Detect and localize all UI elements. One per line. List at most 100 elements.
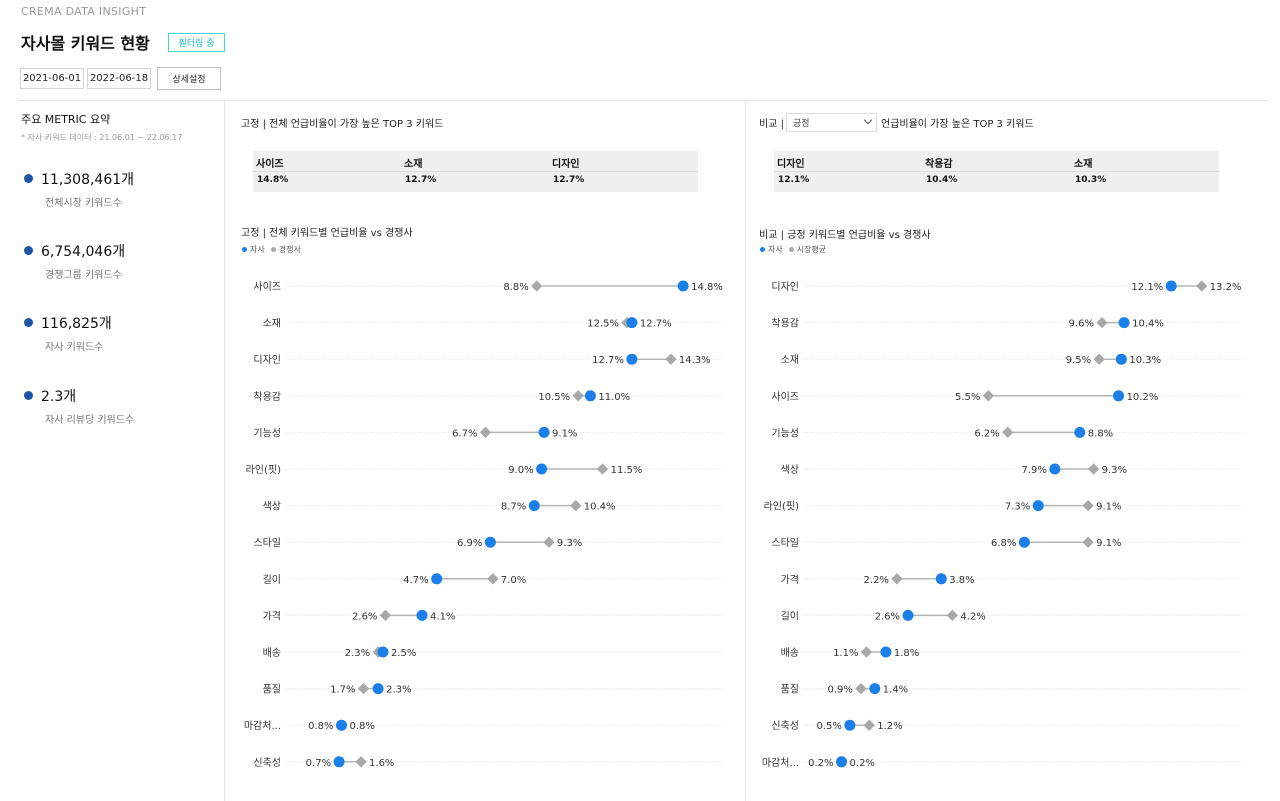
detail-settings-button[interactable]: 상세설정 <box>157 67 221 90</box>
left-chart-title: 고정 | 전체 키워드별 언급비율 vs 경쟁사 <box>241 228 413 239</box>
top3-percent: 12.7% <box>553 175 585 185</box>
value-label: 8.8% <box>503 282 528 293</box>
competitor-point <box>543 536 555 548</box>
competitor-point <box>570 499 582 512</box>
value-label: 2.6% <box>875 611 900 622</box>
top3-percent: 12.1% <box>778 175 810 185</box>
competitor-point <box>1082 499 1094 512</box>
filter-status-button[interactable]: 필터링 중 <box>168 33 225 52</box>
competitor-point <box>1087 463 1100 475</box>
competitor-point <box>1093 353 1105 365</box>
ours-point <box>536 463 548 475</box>
ours-point <box>333 756 345 768</box>
date-start-input[interactable]: 2021-06-01 <box>20 68 84 89</box>
legend-swatch-competitor <box>270 247 276 252</box>
ours-point <box>1165 280 1177 292</box>
competitor-point <box>891 573 903 585</box>
ours-point <box>1032 500 1044 512</box>
category-label: 소재 <box>781 354 799 366</box>
competitor-point <box>357 682 370 695</box>
category-label: 마감처... <box>762 757 799 769</box>
value-label: 1.8% <box>894 648 919 659</box>
value-label: 4.2% <box>960 611 985 622</box>
value-label: 11.5% <box>611 465 643 476</box>
competitor-point <box>1002 426 1014 439</box>
legend-label-ours: 자사 <box>768 245 783 254</box>
value-label: 0.8% <box>308 721 333 732</box>
metric-bullet <box>24 391 33 400</box>
right-top3-title: 언급비율이 가장 높은 TOP 3 키워드 <box>881 119 1034 130</box>
left-chart-legend: 자사 경쟁사 <box>242 244 301 255</box>
metric-summary-subtitle: * 자사 키워드 데이터 : 21.06.01 ~ 22.06.17 <box>21 133 183 142</box>
value-label: 6.7% <box>452 428 477 439</box>
metric-bullet <box>24 174 33 183</box>
value-label: 0.7% <box>306 758 331 769</box>
top3-percent: 10.3% <box>1075 175 1107 185</box>
value-label: 10.4% <box>584 502 616 513</box>
value-label: 9.5% <box>1066 355 1091 366</box>
right-dumbbell-chart: 디자인 12.1% 13.2% 착용감 9.6% 10.4% 소재 9.5% 10.3% 사이즈 5… <box>762 280 1244 769</box>
category-label: 배송 <box>263 647 281 659</box>
metric-label: 자사 키워드수 <box>45 342 104 353</box>
top3-percent: 12.7% <box>405 175 437 185</box>
metric-label: 전체시장 키워드수 <box>45 198 122 209</box>
top3-keyword: 소재 <box>1074 159 1093 170</box>
category-label: 소재 <box>263 318 281 330</box>
category-label: 색상 <box>263 501 281 513</box>
value-label: 1.2% <box>877 721 902 732</box>
value-label: 13.2% <box>1210 282 1242 293</box>
legend-swatch-ours <box>760 247 765 252</box>
date-end-input[interactable]: 2022-06-18 <box>87 68 151 89</box>
legend-label-competitor: 경쟁사 <box>278 245 301 254</box>
category-label: 디자인 <box>253 354 281 366</box>
top3-percent: 10.4% <box>926 175 958 185</box>
value-label: 10.4% <box>1132 319 1164 330</box>
category-label: 마감처... <box>244 720 281 732</box>
ours-point <box>626 353 638 365</box>
ours-point <box>484 536 496 548</box>
value-label: 10.2% <box>1127 392 1159 403</box>
metric-value: 116,825개 <box>41 316 112 332</box>
top3-keyword: 소재 <box>404 159 423 170</box>
value-label: 6.8% <box>991 538 1016 549</box>
value-label: 7.3% <box>1005 502 1030 513</box>
category-label: 신축성 <box>771 720 799 732</box>
ours-point <box>1115 353 1127 365</box>
ours-point <box>377 646 389 658</box>
legend-label-ours: 자사 <box>250 245 265 254</box>
value-label: 10.5% <box>538 392 570 403</box>
sentiment-select[interactable]: 긍정 <box>786 113 877 132</box>
category-label: 길이 <box>263 573 281 586</box>
category-label: 가격 <box>781 573 799 586</box>
ours-point <box>902 609 914 621</box>
value-label: 12.5% <box>587 319 619 330</box>
category-label: 품질 <box>781 684 799 696</box>
competitor-point <box>860 646 873 658</box>
value-label: 0.8% <box>350 721 375 732</box>
metric-summary-title: 주요 METRIC 요약 <box>21 113 111 126</box>
value-label: 6.2% <box>974 428 999 439</box>
value-label: 11.0% <box>598 392 630 403</box>
top3-keyword: 사이즈 <box>256 159 284 170</box>
value-label: 14.3% <box>679 355 711 366</box>
top3-keyword: 디자인 <box>552 159 580 170</box>
competitor-point <box>531 280 543 292</box>
competitor-point <box>596 463 609 475</box>
ours-point <box>431 573 443 585</box>
category-label: 기능성 <box>771 427 799 439</box>
value-label: 3.8% <box>949 575 974 586</box>
value-label: 1.4% <box>883 685 908 696</box>
ours-point <box>836 756 848 768</box>
category-label: 라인(핏) <box>246 464 282 476</box>
header-divider <box>18 100 1268 101</box>
metric-bullet <box>24 246 33 255</box>
value-label: 2.2% <box>864 575 889 586</box>
ours-point <box>372 683 384 695</box>
metric-label: 자사 리뷰당 키워드수 <box>45 415 135 426</box>
ours-point <box>336 719 348 731</box>
value-label: 9.0% <box>508 465 533 476</box>
value-label: 12.1% <box>1131 282 1163 293</box>
ours-point <box>1049 463 1061 475</box>
ours-point <box>528 500 540 512</box>
value-label: 10.3% <box>1129 355 1161 366</box>
